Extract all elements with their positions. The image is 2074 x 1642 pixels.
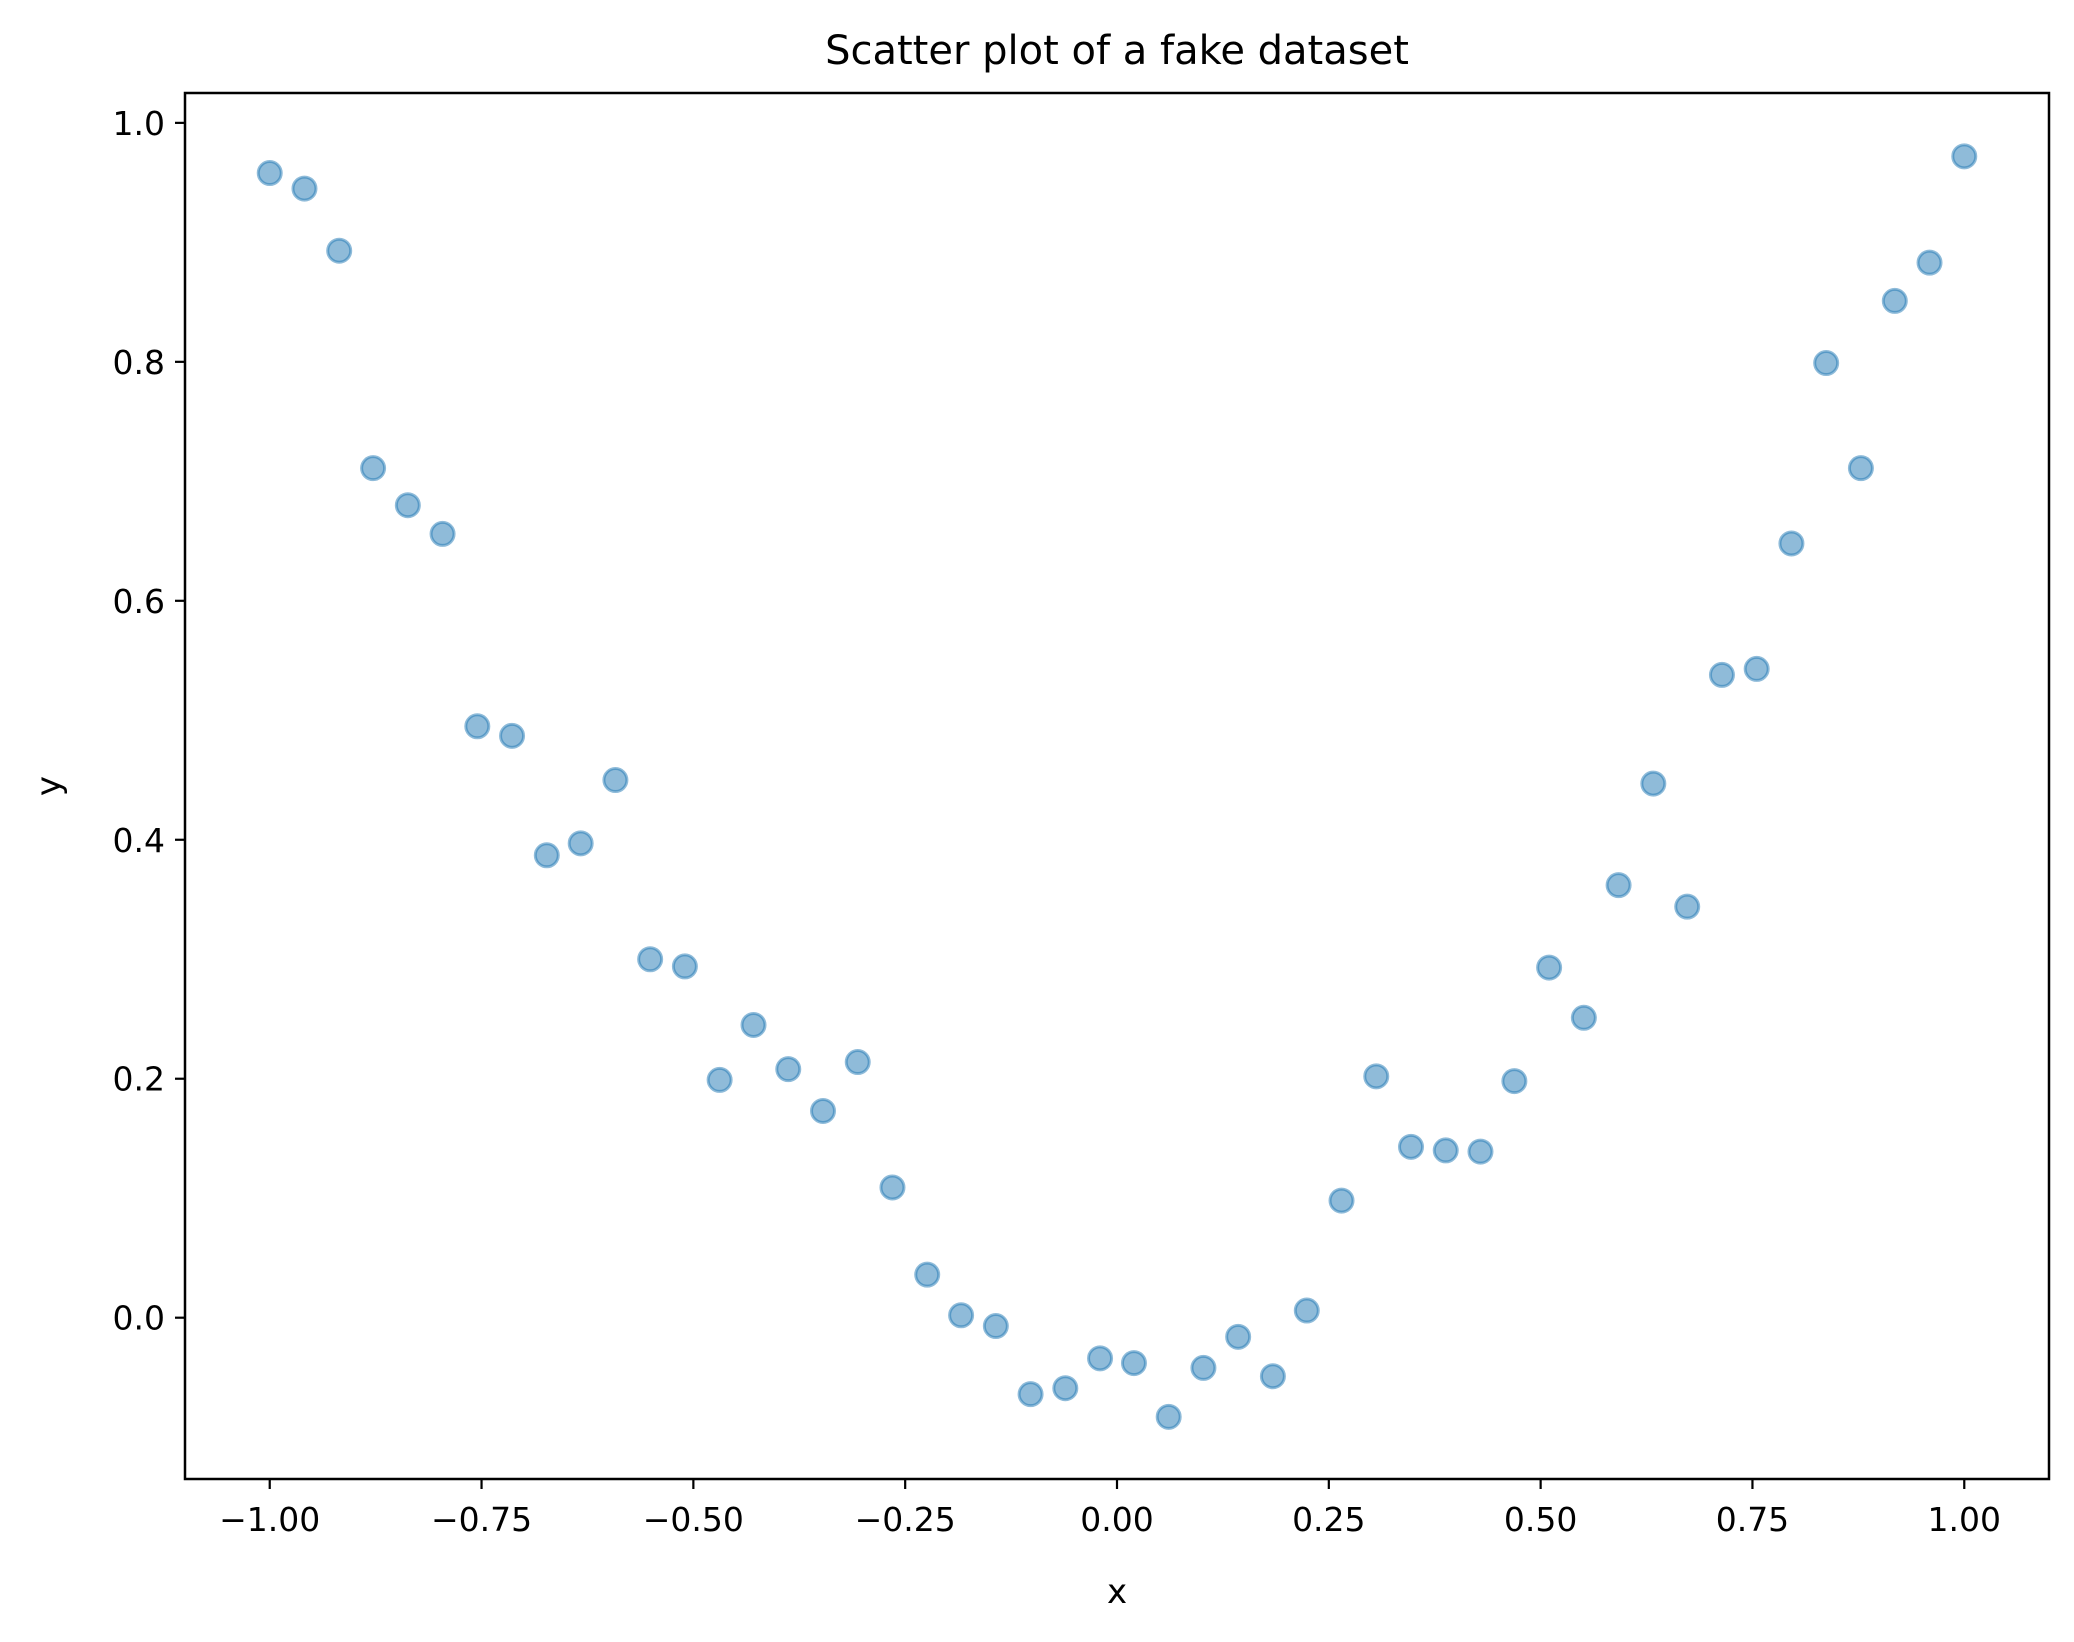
x-tick-label: 0.00 [1080, 1500, 1153, 1539]
data-point [1743, 655, 1770, 682]
y-tick-label: 1.0 [113, 104, 165, 143]
y-tick-label: 0.2 [113, 1060, 165, 1099]
data-point [429, 520, 456, 547]
x-tick-label: −0.50 [643, 1500, 744, 1539]
data-point [1674, 893, 1701, 920]
x-tick-label: 0.25 [1292, 1500, 1365, 1539]
data-point [1778, 530, 1805, 557]
data-point [948, 1302, 975, 1329]
data-point [1017, 1381, 1044, 1408]
data-point [1398, 1133, 1424, 1160]
x-tick-label: −0.25 [855, 1500, 956, 1539]
data-point [1052, 1375, 1079, 1402]
data-point [1881, 287, 1908, 314]
data-point [291, 175, 318, 202]
data-point [1087, 1345, 1114, 1372]
x-tick-label: 0.75 [1716, 1500, 1789, 1539]
data-point [499, 722, 526, 749]
data-point [602, 767, 629, 794]
y-tick-label: 0.0 [113, 1299, 165, 1338]
data-point [1847, 455, 1874, 482]
data-point [1120, 1350, 1147, 1377]
x-tick-label: 0.50 [1504, 1500, 1577, 1539]
data-point [671, 953, 698, 980]
data-point [1225, 1323, 1252, 1350]
data-point [256, 160, 283, 187]
data-point [326, 237, 353, 264]
data-point [982, 1313, 1009, 1340]
data-point [844, 1049, 871, 1076]
data-point [775, 1056, 802, 1083]
y-tick-label: 0.6 [113, 582, 165, 621]
data-point [740, 1011, 767, 1038]
x-axis-label: x [1107, 1572, 1127, 1612]
points-layer [256, 143, 1978, 1430]
data-point [1570, 1004, 1597, 1031]
data-point [1501, 1068, 1528, 1095]
data-point [360, 455, 387, 482]
data-point [879, 1174, 906, 1201]
data-point [1259, 1363, 1286, 1390]
data-point [1363, 1063, 1390, 1090]
x-tick-label: 1.00 [1928, 1500, 2001, 1539]
x-axis: −1.00 −0.75 −0.50 −0.25 0.00 0.25 0.50 0.75 1.00 [219, 1479, 2001, 1539]
y-tick-label: 0.8 [113, 343, 165, 382]
data-point [1467, 1138, 1494, 1165]
y-axis: 0.0 0.2 0.4 0.6 0.8 1.0 [113, 104, 185, 1338]
y-tick-label: 0.4 [113, 821, 165, 860]
data-point [1293, 1297, 1320, 1324]
data-point [810, 1097, 836, 1124]
chart-title: Scatter plot of a fake dataset [825, 28, 1409, 74]
data-point [914, 1261, 941, 1288]
data-point [1328, 1187, 1355, 1214]
x-tick-label: −0.75 [431, 1500, 532, 1539]
plot-area-frame [183, 91, 2051, 1481]
data-point [1708, 661, 1735, 688]
x-tick-label: −1.00 [219, 1500, 320, 1539]
data-point [1813, 350, 1840, 377]
data-point [464, 713, 491, 740]
y-axis-label: y [29, 776, 69, 796]
data-point [706, 1066, 733, 1093]
data-point [567, 830, 594, 857]
data-point [1640, 770, 1667, 797]
data-point [1916, 249, 1943, 276]
data-point [1155, 1403, 1182, 1430]
data-point [533, 842, 560, 869]
data-point [1190, 1354, 1217, 1381]
data-point [1536, 954, 1563, 981]
data-point [1432, 1137, 1459, 1164]
data-point [1605, 872, 1632, 899]
data-point [1951, 143, 1978, 170]
data-point [394, 492, 421, 519]
data-point [637, 946, 664, 973]
